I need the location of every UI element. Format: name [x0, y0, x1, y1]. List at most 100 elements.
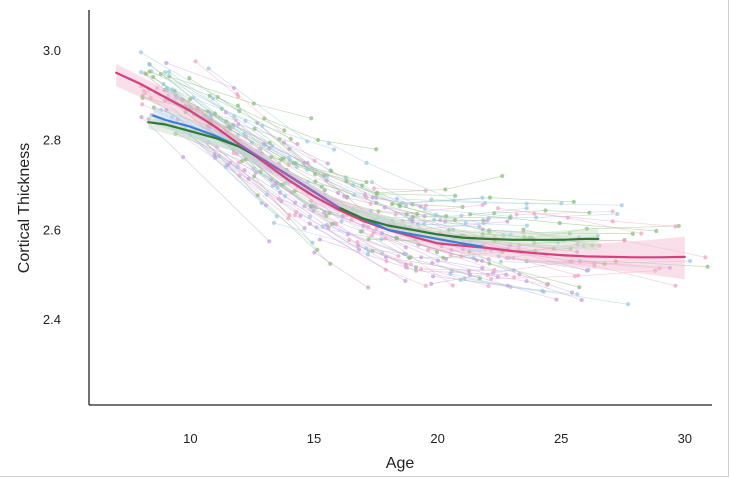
data-point — [613, 259, 618, 264]
data-point — [430, 260, 435, 266]
data-point — [534, 215, 539, 220]
trajectory — [217, 153, 313, 219]
data-point — [331, 147, 337, 152]
data-point — [602, 261, 607, 267]
data-point — [187, 76, 192, 81]
trajectory — [344, 195, 427, 219]
trajectory-line — [253, 176, 318, 251]
data-point — [235, 132, 241, 138]
data-point — [320, 224, 325, 229]
data-point — [703, 255, 708, 260]
trajectory — [358, 229, 482, 281]
y-tick-label: 3.0 — [43, 43, 61, 58]
data-point — [329, 168, 334, 174]
data-point — [498, 259, 503, 264]
data-point — [317, 237, 322, 242]
trajectory — [139, 70, 288, 199]
trajectory — [486, 211, 620, 221]
data-point — [569, 259, 574, 264]
data-point — [430, 274, 436, 279]
data-point — [432, 217, 437, 222]
data-point — [286, 216, 291, 221]
trajectory-line — [148, 63, 239, 136]
data-point — [298, 213, 303, 218]
data-point — [274, 180, 279, 185]
data-point — [354, 208, 359, 214]
trajectory-line — [140, 52, 240, 111]
data-point — [209, 117, 214, 122]
trajectory-line — [374, 188, 426, 191]
trajectory — [394, 236, 582, 290]
trajectory-line — [445, 220, 488, 222]
data-point — [275, 185, 280, 190]
data-point — [233, 118, 239, 123]
data-point — [453, 193, 458, 198]
x-tick-label: 20 — [430, 431, 444, 446]
data-point — [235, 103, 241, 108]
trajectory-line — [166, 62, 235, 89]
trajectory — [193, 59, 241, 99]
data-point — [322, 187, 327, 193]
x-axis-title: Age — [386, 455, 415, 472]
data-point — [371, 186, 377, 191]
trajectory-line — [377, 175, 503, 194]
data-point — [305, 160, 310, 166]
data-point — [450, 283, 455, 288]
data-point — [480, 232, 485, 237]
trajectory-line — [237, 105, 316, 175]
data-point — [486, 257, 491, 262]
trajectory-line — [283, 142, 328, 164]
data-point — [255, 149, 260, 154]
data-point — [404, 212, 409, 217]
data-point — [364, 180, 369, 185]
data-point — [416, 242, 421, 247]
trajectory-line — [313, 205, 407, 248]
trajectory-line — [385, 256, 470, 272]
trajectory-line — [513, 257, 579, 276]
data-point — [555, 240, 560, 245]
data-point — [524, 223, 530, 228]
data-point — [264, 192, 269, 197]
data-point — [285, 169, 290, 174]
trajectory — [416, 242, 485, 263]
trajectory — [170, 87, 337, 152]
y-tick-label: 2.4 — [43, 312, 61, 327]
trajectory-line — [482, 229, 580, 239]
data-point — [311, 203, 316, 209]
data-point — [394, 236, 400, 241]
data-point — [138, 50, 144, 55]
data-point — [170, 87, 175, 92]
trajectory — [252, 174, 320, 252]
data-point — [485, 218, 490, 223]
data-point — [581, 243, 586, 248]
data-point — [422, 214, 427, 219]
data-point — [326, 225, 331, 230]
data-point — [339, 219, 344, 224]
data-point — [463, 220, 468, 226]
data-point — [329, 221, 334, 227]
data-point — [164, 86, 169, 92]
data-point — [231, 151, 236, 156]
data-point — [407, 255, 412, 260]
trajectory — [139, 114, 272, 244]
trajectory-line — [263, 143, 308, 164]
data-point — [369, 179, 375, 185]
data-point — [313, 179, 318, 184]
x-tick-labels: 10 15 20 25 30 — [183, 431, 692, 446]
data-point — [307, 214, 313, 219]
data-point — [570, 290, 575, 295]
data-point — [283, 194, 288, 199]
data-point — [567, 231, 573, 236]
trajectory-line — [413, 216, 511, 219]
data-point — [576, 273, 581, 278]
data-point — [252, 126, 257, 131]
trajectory — [468, 212, 659, 234]
data-point — [282, 128, 287, 133]
trajectory — [271, 220, 409, 257]
trajectory-line — [218, 155, 311, 218]
data-point — [328, 261, 333, 266]
data-point — [487, 195, 493, 200]
trajectory-line — [195, 61, 239, 97]
data-point — [403, 245, 409, 250]
trajectory — [277, 190, 331, 230]
